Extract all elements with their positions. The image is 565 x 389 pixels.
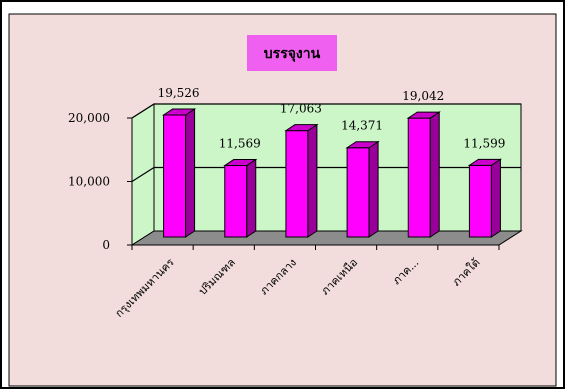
data-label: 11,569 — [219, 137, 261, 151]
chart-title: บรรจุงาน — [264, 46, 321, 62]
bar — [345, 140, 380, 238]
bar-front — [468, 164, 492, 238]
gridline — [131, 166, 521, 183]
chart-title-background — [247, 35, 337, 71]
bar-top — [223, 159, 258, 167]
chart-title-box: บรรจุงาน — [247, 35, 337, 71]
bar — [467, 158, 503, 238]
bar-side — [185, 108, 196, 238]
bar — [406, 111, 441, 238]
bar-front — [346, 147, 370, 238]
y-tick-label: 20,000 — [68, 111, 110, 125]
bar-top — [345, 141, 380, 149]
bar-front — [163, 114, 187, 238]
data-label: 11,599 — [463, 136, 505, 150]
bar-front — [285, 130, 309, 238]
y-tick-label: 10,000 — [68, 175, 110, 189]
bar-side — [490, 158, 501, 238]
data-label: 19,526 — [158, 86, 200, 100]
bar-side — [368, 140, 379, 238]
gridline — [131, 103, 521, 119]
bar-front — [224, 165, 248, 238]
bar — [284, 123, 319, 238]
data-label: 14,371 — [341, 119, 383, 133]
bar — [161, 108, 197, 238]
bar — [223, 158, 258, 238]
data-label: 19,042 — [402, 89, 444, 103]
bar-top — [161, 108, 197, 116]
bar-top — [467, 158, 503, 166]
bar-side — [246, 158, 257, 238]
bar-top — [284, 124, 319, 132]
y-tick-label: 0 — [102, 238, 110, 252]
bar-side — [429, 111, 440, 238]
bar-side — [307, 123, 318, 238]
bar-front — [407, 117, 431, 238]
bar-top — [406, 111, 441, 119]
data-label: 17,063 — [280, 102, 322, 116]
